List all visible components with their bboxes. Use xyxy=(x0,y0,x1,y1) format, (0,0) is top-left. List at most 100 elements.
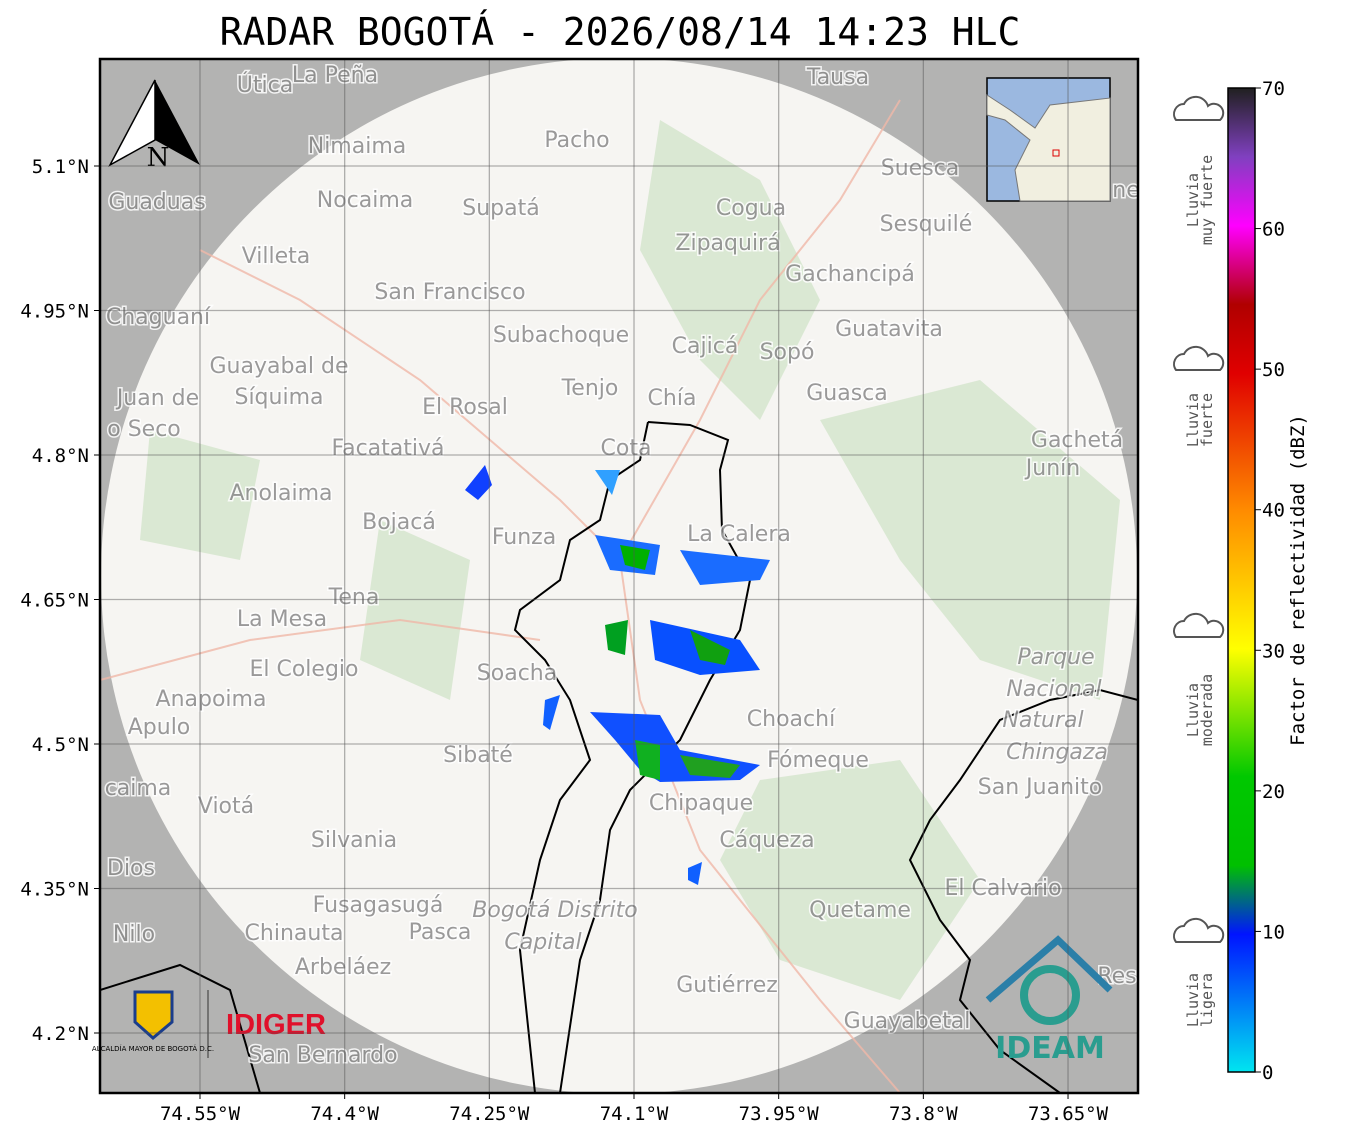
rain-icon xyxy=(1173,95,1225,121)
logo-ideam-text: IDEAM xyxy=(995,1031,1105,1066)
place-label: San Francisco xyxy=(374,280,525,305)
place-label: La Peña xyxy=(292,63,378,88)
place-label: El Colegio xyxy=(249,657,358,682)
place-label: El Rosal xyxy=(422,395,508,420)
x-tick-label: 73.65°W xyxy=(1028,1103,1109,1125)
place-label: Chaguaní xyxy=(106,305,211,330)
place-label: Bogotá Distrito xyxy=(472,898,637,923)
place-label: Gutiérrez xyxy=(676,973,778,998)
place-label: Quetame xyxy=(809,898,911,923)
place-label: El Calvario xyxy=(944,876,1061,901)
place-label: Subachoque xyxy=(493,323,629,348)
colorbar-tick-label: 20 xyxy=(1262,781,1285,803)
place-label: Juan de xyxy=(115,386,199,411)
place-label: Chinauta xyxy=(245,921,344,946)
colorbar-label: Factor de reflectividad (dBZ) xyxy=(1287,414,1309,746)
x-tick-label: 74.1°W xyxy=(600,1103,669,1125)
logo-alcaldia xyxy=(133,990,209,1058)
y-tick-label: 4.65°N xyxy=(20,590,89,612)
colorbar-tick-label: 60 xyxy=(1262,219,1285,241)
colorbar-tick-label: 40 xyxy=(1262,500,1285,522)
title: RADAR BOGOTÁ - 2026/08/14 14:23 HLC xyxy=(220,10,1021,54)
place-label: Guasca xyxy=(806,381,888,406)
rain-category-label: ligera xyxy=(1198,973,1216,1027)
place-label: caima xyxy=(105,776,172,801)
place-label: Zipaquirá xyxy=(675,231,780,256)
place-label: Arbeláez xyxy=(295,955,391,980)
place-label: Soacha xyxy=(477,661,557,686)
logo-ideam xyxy=(985,935,1113,1025)
place-label: ne xyxy=(1112,178,1139,203)
place-label: La Calera xyxy=(687,522,791,547)
place-label: Útica xyxy=(237,72,293,98)
place-label: Pasca xyxy=(409,920,472,945)
place-label: Parque xyxy=(1017,645,1094,670)
rain-category-label: muy fuerte xyxy=(1198,155,1216,245)
place-label: Suesca xyxy=(881,156,959,181)
rain-icon xyxy=(1173,917,1225,943)
place-label: Guayabal de xyxy=(209,354,348,379)
x-tick-label: 73.95°W xyxy=(739,1103,820,1125)
place-label: Funza xyxy=(492,525,556,550)
x-tick-label: 74.25°W xyxy=(449,1103,530,1125)
place-label: Sopó xyxy=(760,340,815,365)
place-label: Guaduas xyxy=(108,190,205,215)
rain-category-label: Lluvia xyxy=(1184,683,1202,737)
place-label: Gachetá xyxy=(1031,428,1123,453)
place-label: Dios xyxy=(107,856,155,881)
place-label: Fusagasugá xyxy=(313,893,444,918)
colorbar-tick-label: 70 xyxy=(1262,78,1285,100)
x-tick-label: 74.4°W xyxy=(310,1103,379,1125)
place-label: Guayabetal xyxy=(844,1009,971,1034)
place-label: Apulo xyxy=(128,715,191,740)
colorbar-tick-label: 0 xyxy=(1262,1062,1273,1084)
colorbar-ticks: 0 10 20 30 40 50 60 70 xyxy=(1255,78,1285,1084)
place-label: Silvania xyxy=(311,828,397,853)
place-label: Sibaté xyxy=(443,743,513,768)
place-label: San Bernardo xyxy=(248,1043,397,1068)
rain-category-label: Lluvia xyxy=(1184,393,1202,447)
rain-category-label: moderada xyxy=(1198,674,1216,746)
vegetation xyxy=(140,120,1120,1000)
rain-icon xyxy=(1173,612,1225,638)
inset-map xyxy=(986,77,1111,202)
north-arrow: N xyxy=(108,79,200,173)
north-label: N xyxy=(147,143,170,173)
place-label: Síquima xyxy=(234,385,323,410)
place-label: Tausa xyxy=(806,65,869,90)
colorbar-tick-label: 10 xyxy=(1262,921,1285,943)
place-label: Nocaima xyxy=(317,188,414,213)
colorbar-tick-label: 50 xyxy=(1262,359,1285,381)
y-tick-label: 4.95°N xyxy=(20,301,89,323)
radar-echoes xyxy=(465,465,770,885)
y-tick-label: 4.35°N xyxy=(20,879,89,901)
place-label: Nilo xyxy=(113,922,155,947)
rain-category-label: Lluvia xyxy=(1184,973,1202,1027)
place-label: Choachí xyxy=(747,707,836,732)
rain-icon xyxy=(1173,345,1225,371)
place-label: Anapoima xyxy=(156,687,267,712)
rain-category-label: fuerte xyxy=(1198,393,1216,447)
place-label: Nimaima xyxy=(308,134,407,159)
place-label: Anolaima xyxy=(229,481,332,506)
graticule: 74.55°W 74.4°W 74.25°W 74.1°W 73.95°W 73.8°W 7… xyxy=(20,59,1138,1125)
place-label: Gachancipá xyxy=(785,262,915,287)
y-tick-label: 4.8°N xyxy=(32,445,89,467)
place-label: Junín xyxy=(1024,456,1080,481)
place-label: o Seco xyxy=(107,417,181,442)
map-frame xyxy=(98,57,1140,1095)
rain-category-label: Lluvia xyxy=(1184,173,1202,227)
place-label: Chipaque xyxy=(649,791,753,816)
place-label: Sesquilé xyxy=(880,212,973,237)
y-tick-label: 4.5°N xyxy=(32,734,89,756)
place-label: Tenjo xyxy=(561,376,619,401)
rain-categories: LluvialigeraLluviamoderadaLluviafuerteLl… xyxy=(1173,95,1225,1027)
place-label: Cogua xyxy=(716,196,786,221)
place-label: Fómeque xyxy=(767,748,869,773)
x-tick-label: 74.55°W xyxy=(160,1103,241,1125)
